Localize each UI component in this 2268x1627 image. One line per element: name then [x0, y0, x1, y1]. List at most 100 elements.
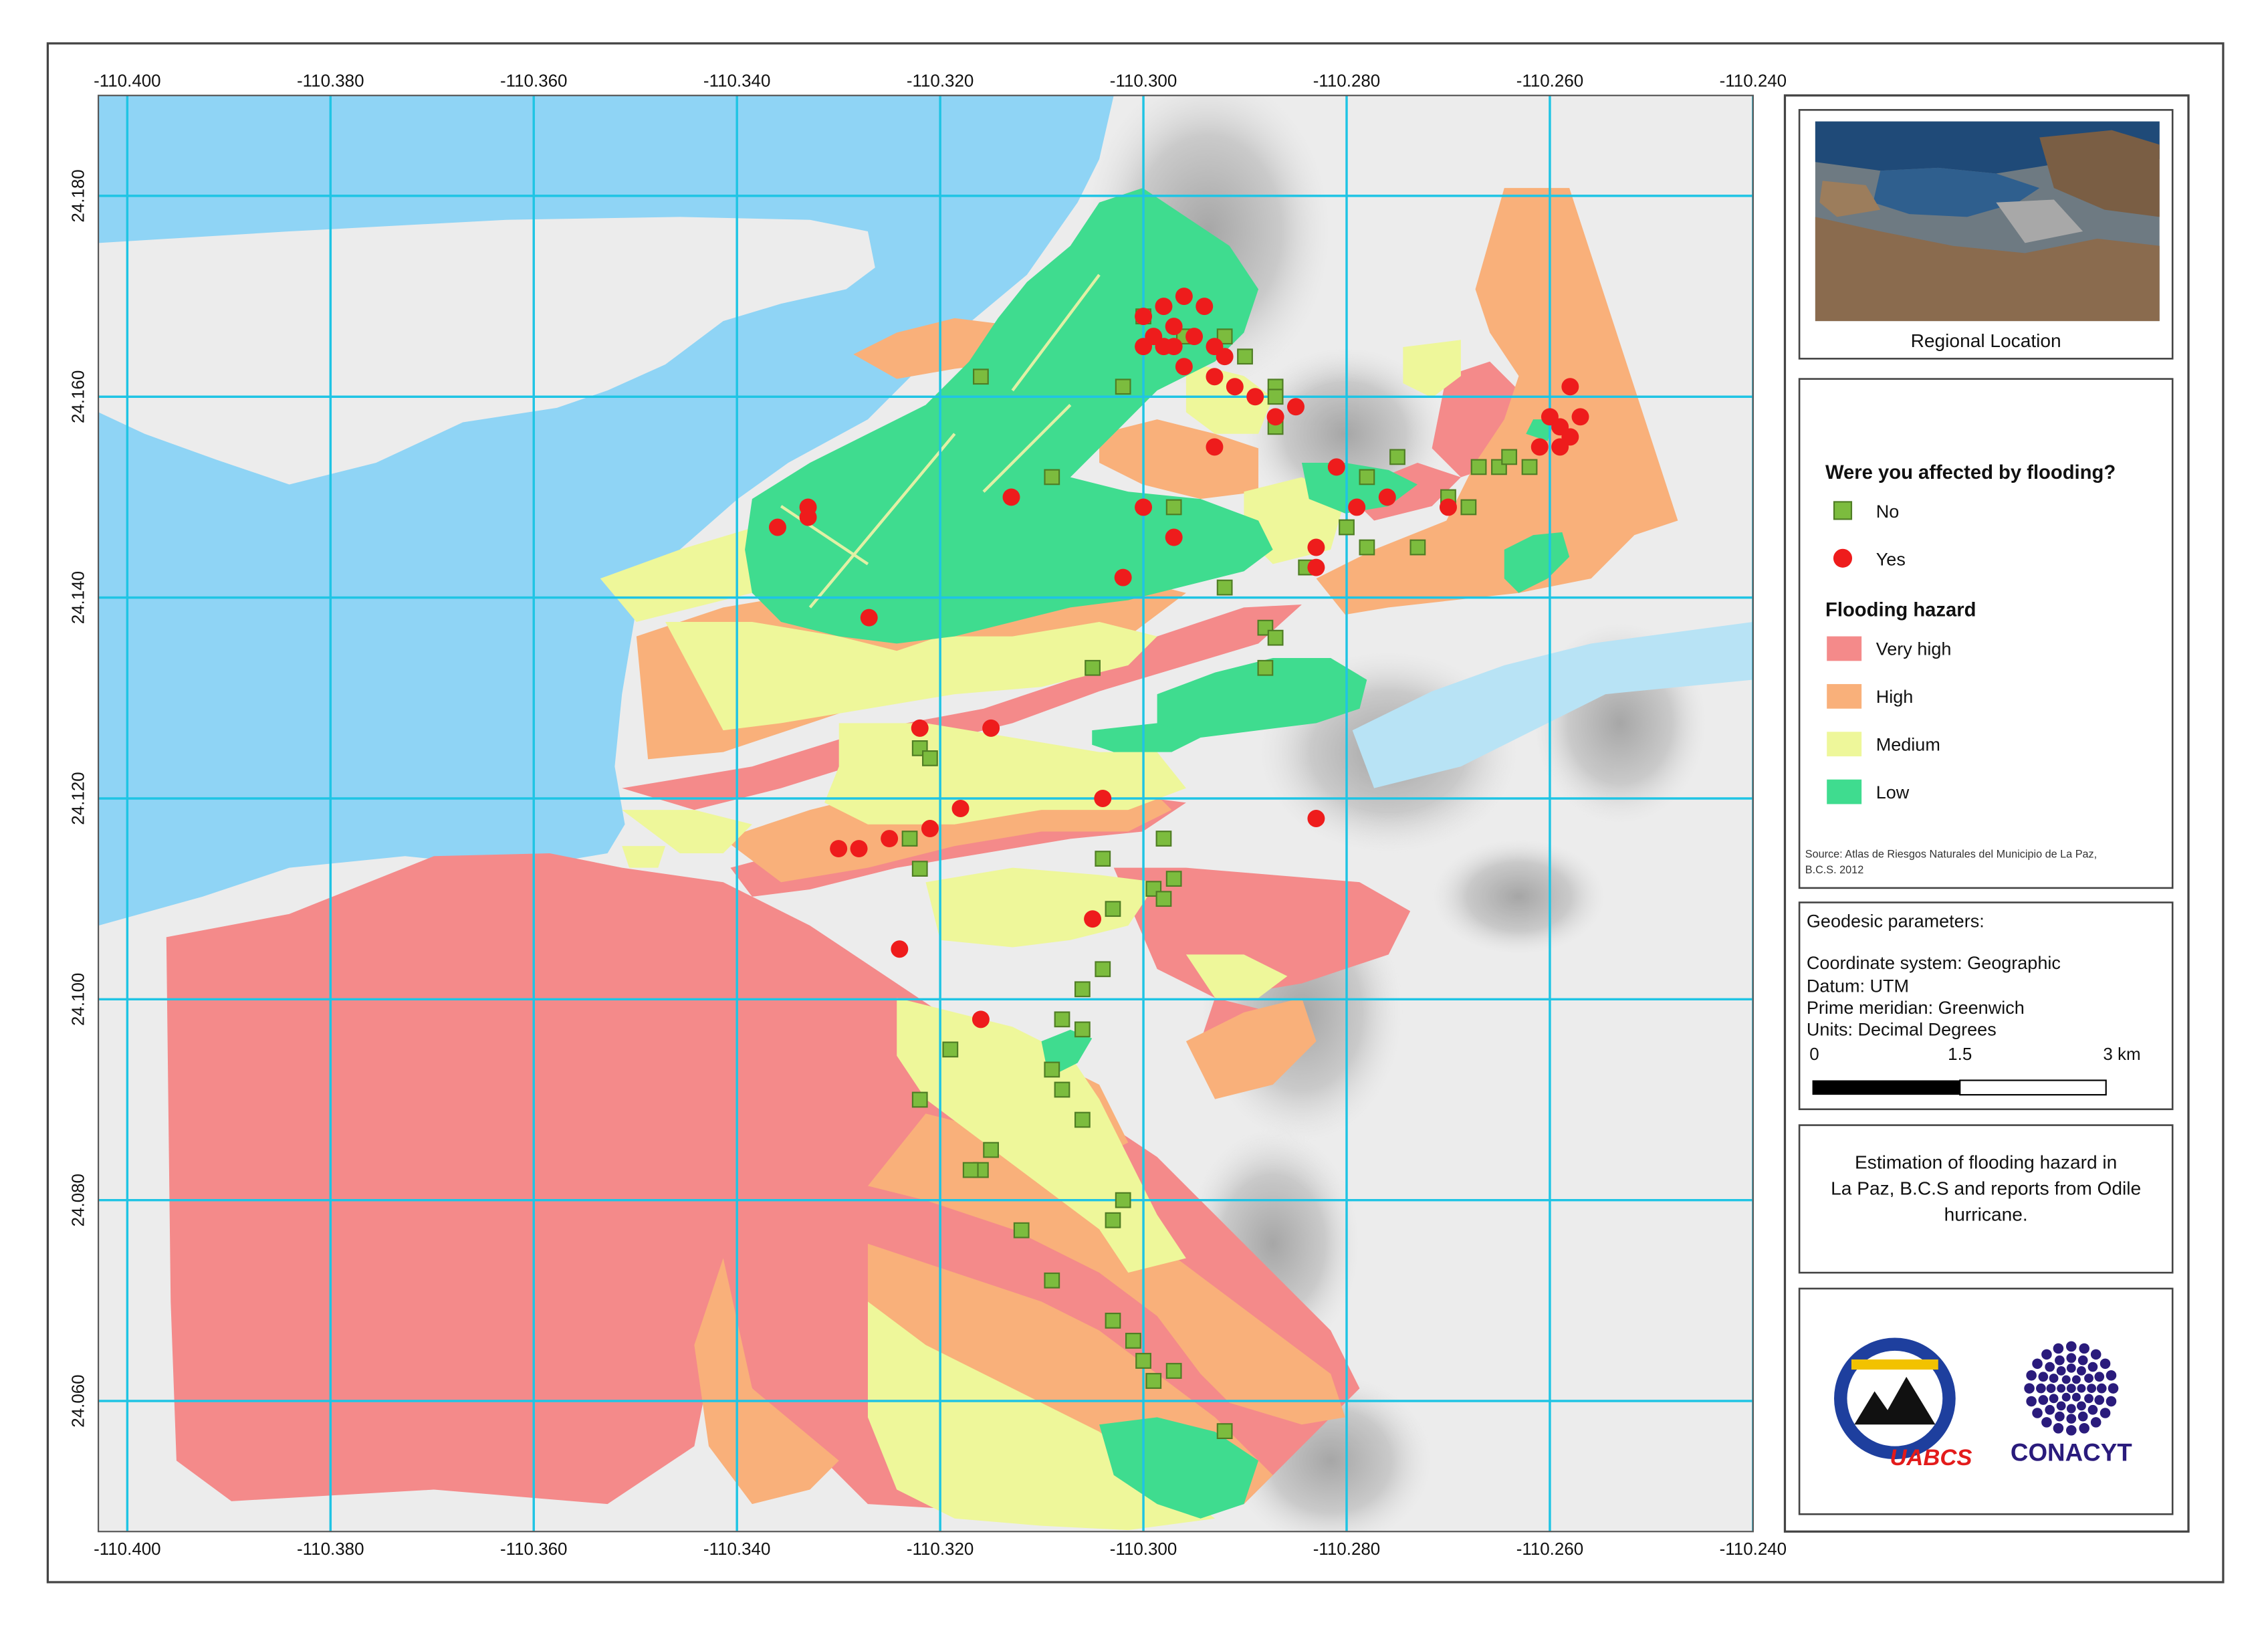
logo-dot: [2061, 1375, 2071, 1384]
logo-dot: [2053, 1343, 2064, 1354]
conacyt-logo-text: CONACYT: [2011, 1438, 2132, 1466]
scale-label-3km: 3 km: [2103, 1045, 2140, 1064]
logo-dot: [2077, 1401, 2086, 1411]
logo-dot: [2106, 1396, 2117, 1407]
report-yes-marker: [1530, 438, 1549, 456]
logo-dot: [2053, 1423, 2064, 1434]
lat-tick-label: 24.100: [69, 973, 88, 1026]
regional-location-image: [1815, 121, 2160, 322]
logo-dot: [2049, 1374, 2059, 1383]
report-yes-marker: [1307, 810, 1325, 827]
logo-dot: [2100, 1358, 2111, 1370]
report-no-marker: [1359, 469, 1375, 485]
lon-tick-label: -110.240: [1720, 1540, 1787, 1559]
legend-high-label: High: [1876, 687, 1914, 707]
sand-spit: [98, 217, 875, 485]
legend-low-swatch: [1827, 779, 1862, 804]
report-no-marker: [1044, 1272, 1060, 1289]
report-yes-marker: [1226, 378, 1244, 396]
lon-tick-label: -110.300: [1110, 1540, 1177, 1559]
report-yes-marker: [982, 719, 1000, 737]
latitude-labels-left: 24.180 24.160 24.140 24.120 24.100 24.080 24.0…: [69, 169, 88, 1427]
logo-dot: [2055, 1355, 2065, 1366]
logo-dot: [2071, 1392, 2081, 1402]
report-no-marker: [1155, 831, 1172, 847]
report-no-marker: [1105, 901, 1121, 917]
description-line1: Estimation of flooding hazard in: [1855, 1152, 2117, 1172]
report-no-marker: [942, 1041, 959, 1058]
report-no-marker: [922, 750, 938, 766]
lon-tick-label: -110.340: [703, 1540, 770, 1559]
logo-dot: [2096, 1383, 2107, 1394]
report-yes-marker: [830, 840, 848, 858]
report-no-marker: [1115, 1192, 1131, 1208]
logo-dot: [2055, 1411, 2065, 1422]
regional-location-box: Regional Location: [1798, 109, 2174, 360]
report-yes-marker: [1307, 558, 1325, 576]
legend-yes-symbol: [1833, 548, 1853, 568]
lon-tick-label: -110.400: [94, 1540, 160, 1559]
lat-tick-label: 24.180: [69, 169, 88, 222]
report-no-marker: [1521, 459, 1538, 475]
report-yes-marker: [1135, 338, 1153, 356]
lon-tick-label: -110.320: [907, 1540, 974, 1559]
report-no-marker: [1339, 519, 1355, 536]
report-yes-marker: [1175, 288, 1193, 306]
report-yes-marker: [1114, 568, 1132, 586]
legend-medium-label: Medium: [1876, 734, 1940, 754]
report-yes-marker: [1206, 368, 1224, 386]
report-no-marker: [1155, 891, 1172, 907]
legend-no-symbol: [1833, 501, 1853, 520]
report-no-marker: [962, 1162, 979, 1178]
report-no-marker: [1044, 1061, 1060, 1078]
report-no-marker: [1501, 449, 1518, 465]
lon-tick-label: -110.400: [94, 72, 160, 91]
logo-dot: [2032, 1408, 2043, 1418]
report-no-marker: [1359, 539, 1375, 556]
report-yes-marker: [1439, 498, 1457, 516]
lon-tick-label: -110.320: [907, 72, 974, 91]
logo-dot: [2032, 1358, 2043, 1370]
reports-affected: [768, 288, 1589, 1028]
river-channel: [1352, 621, 1753, 788]
legend-very-high-label: Very high: [1876, 639, 1952, 659]
logo-dot: [2061, 1392, 2071, 1402]
hazard-low: [745, 188, 1570, 1519]
logo-dot: [2066, 1384, 2076, 1394]
lon-tick-label: -110.280: [1313, 1540, 1380, 1559]
map-panel[interactable]: [98, 72, 1753, 1547]
report-no-marker: [1389, 449, 1405, 465]
legend-hazard-title: Flooding hazard: [1825, 599, 1976, 621]
report-yes-marker: [1551, 438, 1569, 456]
report-yes-marker: [1206, 438, 1224, 456]
description-box: Estimation of flooding hazard in La Paz,…: [1798, 1124, 2174, 1274]
report-no-marker: [1125, 1333, 1141, 1349]
logo-dot: [2079, 1343, 2089, 1354]
report-yes-marker: [1175, 358, 1193, 376]
report-no-marker: [1054, 1081, 1070, 1098]
geodesic-coordinate-system: Coordinate system: Geographic: [1807, 953, 2061, 973]
report-yes-marker: [1094, 789, 1112, 807]
report-no-marker: [1216, 579, 1233, 596]
report-yes-marker: [1561, 378, 1579, 396]
logo-dot: [2066, 1353, 2077, 1364]
report-yes-marker: [1165, 318, 1183, 336]
logo-dot: [2045, 1362, 2055, 1372]
conacyt-logo: [2024, 1341, 2119, 1436]
uabcs-logo: UABCS: [1834, 1337, 1972, 1471]
regional-location-label: Regional Location: [1911, 330, 2061, 351]
legend-title: Were you affected by flooding?: [1825, 462, 2116, 483]
scale-bar: [1812, 1079, 2107, 1096]
report-yes-marker: [951, 800, 970, 817]
logo-dot: [2094, 1395, 2105, 1405]
logo-dot: [2071, 1375, 2081, 1384]
report-no-marker: [1074, 1021, 1091, 1038]
report-yes-marker: [881, 830, 899, 848]
logo-dot: [2077, 1366, 2086, 1376]
logo-dot: [2066, 1425, 2077, 1436]
lon-tick-label: -110.260: [1516, 1540, 1583, 1559]
lat-tick-label: 24.080: [69, 1174, 88, 1226]
logo-dot: [2038, 1372, 2049, 1382]
geodesic-box: Geodesic parameters: Coordinate system: …: [1798, 901, 2174, 1111]
